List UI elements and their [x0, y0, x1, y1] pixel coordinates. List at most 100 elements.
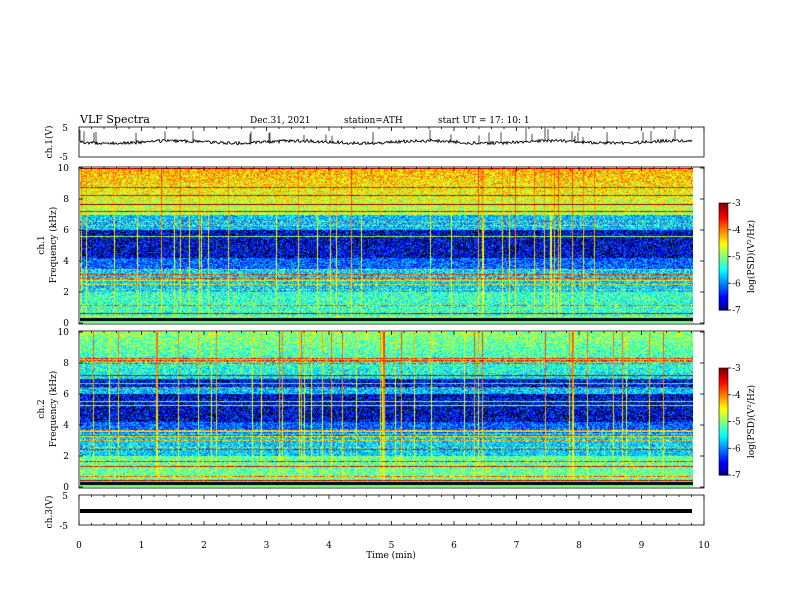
- colorbar-segment: [719, 433, 728, 437]
- start-time-label: start UT = 17: 10: 1: [438, 116, 530, 126]
- colorbar-segment: [719, 254, 728, 258]
- ch3-ylabel: ch.3(V): [44, 496, 55, 529]
- colorbar-segment: [719, 222, 728, 225]
- colorbar-segment: [719, 423, 728, 426]
- ch1-spectrogram-panel: 10 8 6 4 2 0 ch.1 Frequency (kHz): [37, 164, 705, 329]
- time-axis-ticklabel: 10: [698, 541, 710, 551]
- ch1-spec-ylabel-top: ch.1: [37, 235, 47, 254]
- colorbar-segment: [719, 236, 728, 240]
- colorbar-segment: [719, 220, 728, 224]
- colorbar-segment: [719, 467, 728, 471]
- colorbar-segment: [719, 219, 728, 222]
- colorbar-segment: [719, 283, 728, 286]
- colorbar-segment: [719, 398, 728, 401]
- freq-ticklabel: 8: [63, 195, 69, 205]
- colorbar-segment: [719, 208, 728, 211]
- colorbar-segment: [719, 272, 728, 275]
- freq-ticklabel: 10: [58, 164, 70, 174]
- colorbar-segment: [719, 414, 728, 417]
- colorbar-segment: [719, 247, 728, 250]
- colorbar-ticklabel: -6: [732, 444, 741, 454]
- colorbar-segment: [719, 204, 728, 208]
- colorbar-segment: [719, 471, 728, 474]
- freq-ticklabel: 6: [63, 226, 69, 236]
- colorbar-segment: [719, 299, 728, 302]
- colorbar-segment: [719, 412, 728, 415]
- colorbar-segment: [719, 270, 728, 274]
- colorbar-segment: [719, 382, 728, 385]
- colorbar-segment: [719, 426, 728, 430]
- colorbar-segment: [719, 375, 728, 378]
- colorbar-segment: [719, 385, 728, 389]
- ch1-waveform-series: [79, 138, 693, 146]
- ch1-spectrogram-yticks: 10 8 6 4 2 0: [58, 164, 704, 329]
- colorbar-segment: [719, 451, 728, 455]
- colorbar-segment: [719, 453, 728, 456]
- colorbar-segment: [719, 229, 728, 233]
- colorbar-segment: [719, 260, 728, 263]
- colorbar-segment: [719, 210, 728, 213]
- freq-ticklabel: 4: [63, 257, 69, 267]
- colorbar-segment: [719, 391, 728, 394]
- ch2-spec-ylabel-bottom: Frequency (kHz): [48, 371, 59, 448]
- ch2-colorbar: -3 -4 -5 -6 -7 log(PSD)(V²/Hz): [718, 364, 757, 481]
- colorbar-segment: [719, 464, 728, 467]
- colorbar-segment: [719, 295, 728, 299]
- colorbar-segment: [719, 439, 728, 442]
- colorbar-segment: [719, 380, 728, 383]
- colorbar-segment: [719, 417, 728, 421]
- ch2-spectrogram-panel: 10 8 6 4 2 0 ch.2 Frequency (kHz): [37, 328, 705, 493]
- colorbar-segment: [719, 458, 728, 462]
- time-axis-ticklabel: 8: [576, 541, 582, 551]
- colorbar-segment: [719, 457, 728, 460]
- colorbar-segment: [719, 227, 728, 231]
- colorbar-ticklabel: -5: [732, 253, 741, 263]
- colorbar-segment: [719, 251, 728, 254]
- colorbar-segment: [719, 211, 728, 215]
- colorbar-segment: [719, 288, 728, 291]
- station-label: station=ATH: [344, 116, 403, 126]
- ch3-ytick-neg5: -5: [59, 522, 68, 532]
- ch1-ytick-5: 5: [62, 124, 68, 134]
- colorbar-segment: [719, 384, 728, 387]
- colorbar-segment: [719, 378, 728, 382]
- ch1-waveform-spikes: [79, 127, 676, 145]
- ch1-ytick-neg5: -5: [59, 153, 68, 163]
- ch2-spec-ylabel-top: ch.2: [37, 399, 47, 418]
- colorbar-segment: [719, 245, 728, 249]
- colorbar-segment: [719, 442, 728, 446]
- colorbar-segment: [719, 466, 728, 469]
- ch1-ylabel: ch.1(V): [44, 126, 55, 159]
- colorbar-ticklabel: -7: [732, 471, 741, 481]
- time-axis-ticklabel: 5: [389, 541, 395, 551]
- colorbar-segment: [719, 462, 728, 465]
- colorbar-segment: [719, 437, 728, 440]
- colorbar-segment: [719, 292, 728, 295]
- freq-ticklabel: 0: [63, 483, 69, 493]
- ch3-ytick-5: 5: [62, 492, 68, 502]
- colorbar-ticklabel: -3: [732, 199, 741, 209]
- ch3-waveform-panel: 5 -5 ch.3(V): [44, 492, 705, 532]
- ch1-spec-ylabel-bottom: Frequency (kHz): [48, 207, 59, 284]
- time-axis: 0 1 2 3 4 5 6 7 8 9 10: [76, 127, 710, 551]
- time-axis-ticklabel: 1: [139, 541, 145, 551]
- ch1-waveform-panel: 5 -5 ch.1(V): [44, 124, 705, 163]
- colorbar-segment: [719, 446, 728, 449]
- colorbar-segment: [719, 371, 728, 374]
- colorbar-segment: [719, 455, 728, 458]
- colorbar-segment: [719, 224, 728, 227]
- colorbar-segment: [719, 279, 728, 283]
- colorbar-segment: [719, 373, 728, 376]
- colorbar-segment: [719, 376, 728, 380]
- colorbar-segment: [719, 206, 728, 209]
- colorbar-segment: [719, 435, 728, 439]
- colorbar-label: log(PSD)(V²/Hz): [746, 385, 757, 458]
- colorbar-segment: [719, 389, 728, 392]
- colorbar-segment: [719, 421, 728, 424]
- ch1-colorbar: -3 -4 -5 -6 -7 log(PSD)(V²/Hz): [718, 199, 757, 316]
- colorbar-ticklabel: -4: [732, 226, 741, 236]
- colorbar-segment: [719, 425, 728, 428]
- colorbar-segment: [719, 409, 728, 412]
- colorbar-segment: [719, 400, 728, 403]
